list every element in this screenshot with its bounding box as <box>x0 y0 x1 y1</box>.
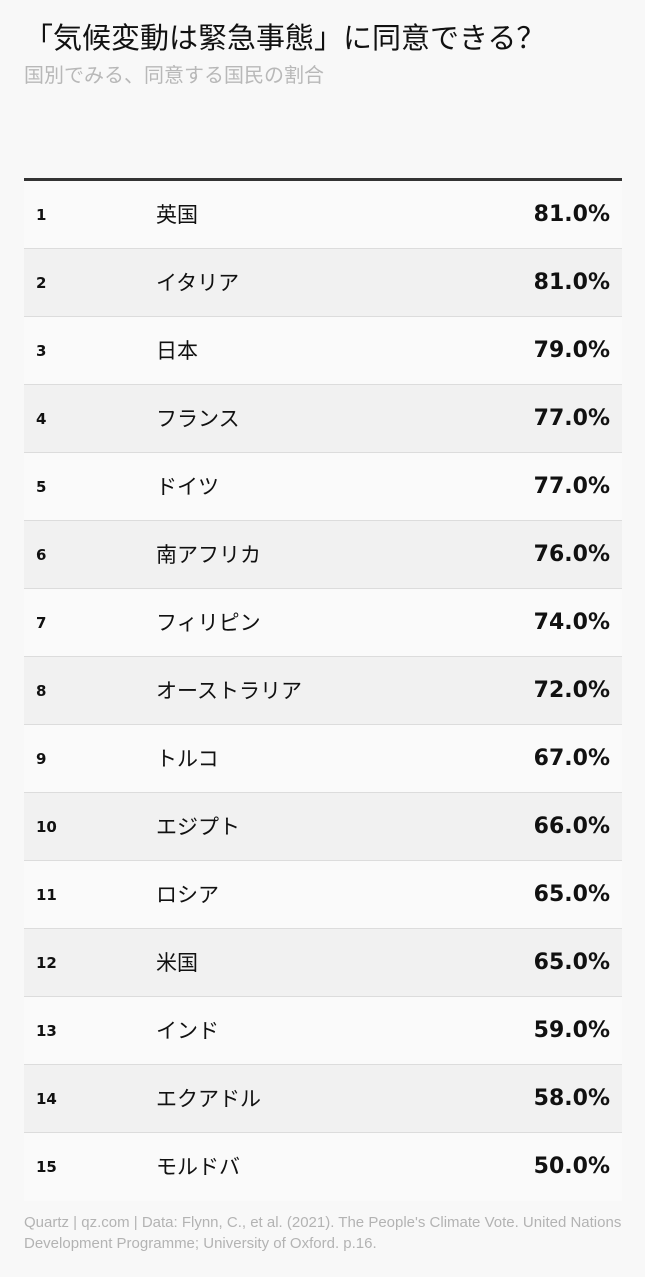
country-cell: ドイツ <box>156 475 219 499</box>
rank-cell: 9 <box>36 750 47 768</box>
table-row: 4 フランス 77.0% <box>24 385 622 453</box>
table-row: 8 オーストラリア 72.0% <box>24 657 622 725</box>
rank-cell: 4 <box>36 410 47 428</box>
country-cell: 南アフリカ <box>156 543 261 567</box>
country-cell: 米国 <box>156 951 198 975</box>
table-row: 15 モルドバ 50.0% <box>24 1133 622 1201</box>
value-cell: 79.0% <box>533 338 610 363</box>
value-cell: 77.0% <box>533 474 610 499</box>
country-cell: 日本 <box>156 339 198 363</box>
country-cell: トルコ <box>156 747 219 771</box>
table-row: 6 南アフリカ 76.0% <box>24 521 622 589</box>
table-row: 3 日本 79.0% <box>24 317 622 385</box>
country-cell: フランス <box>156 407 240 431</box>
chart-title: 「気候変動は緊急事態」に同意できる？ <box>24 21 546 55</box>
rank-cell: 7 <box>36 614 47 632</box>
value-cell: 81.0% <box>533 202 610 227</box>
value-cell: 74.0% <box>533 610 610 635</box>
country-cell: エクアドル <box>156 1087 261 1111</box>
value-cell: 50.0% <box>533 1154 610 1179</box>
rank-cell: 13 <box>36 1022 57 1040</box>
rank-cell: 5 <box>36 478 47 496</box>
value-cell: 81.0% <box>533 270 610 295</box>
value-cell: 58.0% <box>533 1086 610 1111</box>
rank-cell: 10 <box>36 818 57 836</box>
table-row: 9 トルコ 67.0% <box>24 725 622 793</box>
value-cell: 66.0% <box>533 814 610 839</box>
value-cell: 72.0% <box>533 678 610 703</box>
table-row: 5 ドイツ 77.0% <box>24 453 622 521</box>
country-cell: イタリア <box>156 271 240 295</box>
rank-cell: 15 <box>36 1158 57 1176</box>
chart-subtitle: 国別でみる、同意する国民の割合 <box>24 63 324 87</box>
rank-cell: 14 <box>36 1090 57 1108</box>
country-cell: フィリピン <box>156 611 261 635</box>
country-cell: ロシア <box>156 883 219 907</box>
rank-cell: 2 <box>36 274 47 292</box>
table-row: 12 米国 65.0% <box>24 929 622 997</box>
value-cell: 76.0% <box>533 542 610 567</box>
value-cell: 65.0% <box>533 882 610 907</box>
table-row: 2 イタリア 81.0% <box>24 249 622 317</box>
rank-cell: 12 <box>36 954 57 972</box>
table-row: 14 エクアドル 58.0% <box>24 1065 622 1133</box>
country-cell: 英国 <box>156 203 198 227</box>
rank-cell: 1 <box>36 206 47 224</box>
table-row: 11 ロシア 65.0% <box>24 861 622 929</box>
table-row: 1 英国 81.0% <box>24 181 622 249</box>
table-row: 10 エジプト 66.0% <box>24 793 622 861</box>
value-cell: 67.0% <box>533 746 610 771</box>
table-row: 7 フィリピン 74.0% <box>24 589 622 657</box>
country-cell: インド <box>156 1019 219 1043</box>
rank-cell: 11 <box>36 886 57 904</box>
rank-cell: 3 <box>36 342 47 360</box>
table-row: 13 インド 59.0% <box>24 997 622 1065</box>
country-cell: エジプト <box>156 815 240 839</box>
country-cell: オーストラリア <box>156 679 302 703</box>
value-cell: 77.0% <box>533 406 610 431</box>
ranking-table: 1 英国 81.0% 2 イタリア 81.0% 3 日本 79.0% 4 フランス 77.0% 5 ドイツ… <box>24 178 622 1201</box>
rank-cell: 8 <box>36 682 47 700</box>
source-note: Quartz | qz.com | Data: Flynn, C., et al… <box>24 1214 622 1252</box>
value-cell: 65.0% <box>533 950 610 975</box>
value-cell: 59.0% <box>533 1018 610 1043</box>
rank-cell: 6 <box>36 546 47 564</box>
country-cell: モルドバ <box>156 1155 240 1179</box>
